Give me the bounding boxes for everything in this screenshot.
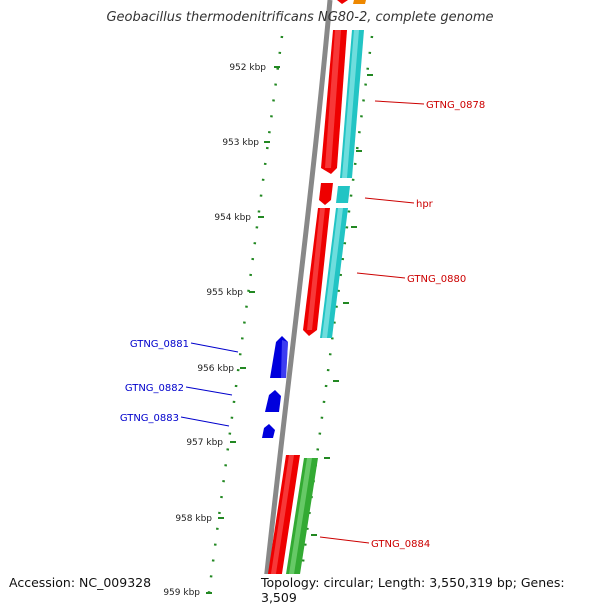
gene-label-GTNG_0881: GTNG_0881: [130, 339, 189, 350]
gene-GTNG_0880-rna-highlight: [322, 208, 343, 338]
gene-GTNG_0884-green-highlight: [285, 458, 312, 600]
gene-label-GTNG_0878: GTNG_0878: [426, 100, 485, 111]
tick-label: 959 kbp: [163, 588, 200, 598]
tick-label: 954 kbp: [214, 213, 251, 223]
gene-GTNG_0880-cds-highlight: [307, 208, 325, 330]
gene-hpr-cds: [319, 183, 333, 205]
leader-GTNG_0883: [180, 416, 230, 427]
leader-GTNG_0884: [319, 536, 370, 544]
gene-top-red: [337, 0, 348, 4]
tick-label: 953 kbp: [222, 138, 259, 148]
leader-hpr: [364, 197, 415, 204]
tick-marks: [206, 66, 373, 594]
accession-label: Accession: NC_009328: [7, 574, 154, 591]
leader-GTNG_0881: [190, 342, 239, 353]
tick-label: 955 kbp: [206, 288, 243, 298]
gene-label-GTNG_0883: GTNG_0883: [120, 413, 179, 424]
tick-label: 957 kbp: [186, 438, 223, 448]
leader-GTNG_0882: [185, 386, 233, 396]
map-title: Geobacillus thermodenitrificans NG80-2, …: [106, 10, 494, 25]
leader-GTNG_0878: [374, 100, 425, 105]
gene-label-GTNG_0884: GTNG_0884: [371, 539, 430, 550]
tick-label: 958 kbp: [175, 514, 212, 524]
gene-GTNG_0878-rna-highlight: [342, 30, 359, 178]
gene-hpr-rna: [336, 186, 350, 203]
gene-GTNG_0884-cds-highlight: [267, 455, 294, 600]
gene-GTNG_0883-cds: [262, 424, 275, 438]
leader-GTNG_0880: [356, 272, 406, 279]
tick-label: 952 kbp: [229, 63, 266, 73]
gene-GTNG_0882-cds: [265, 390, 281, 412]
gene-label-GTNG_0882: GTNG_0882: [125, 383, 184, 394]
genome-backbone: [261, 0, 333, 600]
orange-feature: [353, 0, 366, 4]
gene-GTNG_0881-highlight: [281, 340, 288, 378]
gene-label-hpr: hpr: [416, 199, 434, 210]
tick-label: 956 kbp: [197, 364, 234, 374]
gene-GTNG_0878-cds-highlight: [325, 30, 341, 168]
gene-label-GTNG_0880: GTNG_0880: [407, 274, 466, 285]
topology-label: Topology: circular; Length: 3,550,319 bp…: [259, 574, 600, 606]
